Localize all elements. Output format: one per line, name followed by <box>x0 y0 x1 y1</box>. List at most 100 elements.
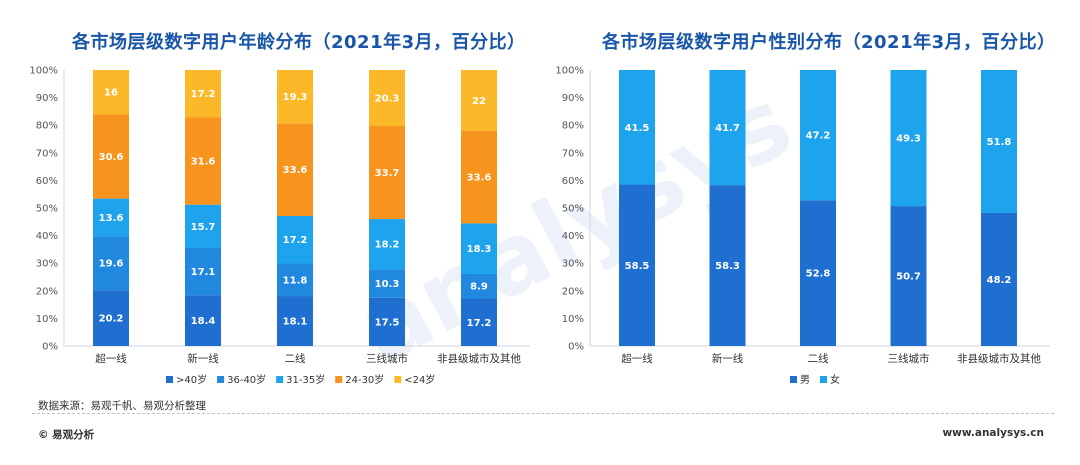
data-label: 11.8 <box>283 275 308 286</box>
bar-segment <box>277 70 313 124</box>
y-tick-label: 30% <box>562 259 584 270</box>
legend-swatch <box>166 376 173 383</box>
y-tick-label: 90% <box>36 93 58 104</box>
y-tick-label: 10% <box>36 314 58 325</box>
data-label: 33.6 <box>283 165 308 176</box>
data-label: 30.6 <box>99 152 124 163</box>
data-label: 20.2 <box>99 314 124 325</box>
x-tick-label: 新一线 <box>187 352 219 365</box>
y-tick-label: 90% <box>562 93 584 104</box>
age-chart-title: 各市场层级数字用户年龄分布（2021年3月，百分比） <box>72 32 526 53</box>
bar-segment <box>93 114 129 199</box>
bar-segment <box>185 248 221 296</box>
data-label: 33.7 <box>375 168 400 179</box>
bar-segment <box>93 290 129 346</box>
bar-segment <box>277 263 313 297</box>
bar-segment <box>461 298 497 346</box>
data-label: 18.4 <box>191 316 216 327</box>
data-label: 17.2 <box>283 235 308 246</box>
bar-segment <box>185 204 221 249</box>
data-label: 15.7 <box>191 222 216 233</box>
bar-segment <box>369 219 405 270</box>
y-tick-label: 20% <box>562 286 584 297</box>
bar-segment <box>369 269 405 298</box>
bar-segment <box>709 185 746 346</box>
website-link[interactable]: www.analysys.cn <box>942 427 1044 439</box>
legend-label: 男 <box>800 374 810 386</box>
data-label: 52.8 <box>806 269 831 280</box>
bar-segment <box>277 123 313 217</box>
bar-segment <box>800 200 836 346</box>
data-label: 48.2 <box>987 275 1012 286</box>
data-label: 20.3 <box>375 94 400 105</box>
legend-label: <24岁 <box>404 373 435 386</box>
data-label: 19.3 <box>283 92 308 103</box>
y-tick-label: 60% <box>562 176 584 187</box>
bar-segment <box>369 297 405 346</box>
x-tick-label: 三线城市 <box>366 352 408 365</box>
y-tick-label: 50% <box>36 204 58 215</box>
x-tick-label: 非县级城市及其他 <box>437 352 521 365</box>
bar-segment <box>277 216 313 264</box>
data-label: 47.2 <box>806 131 831 142</box>
y-tick-label: 0% <box>568 342 584 353</box>
bar-segment <box>93 198 129 237</box>
data-label: 51.8 <box>987 137 1012 148</box>
y-tick-label: 40% <box>36 231 58 242</box>
y-tick-label: 30% <box>36 259 58 270</box>
y-tick-label: 70% <box>36 148 58 159</box>
legend-swatch <box>394 376 402 383</box>
y-tick-label: 80% <box>562 121 584 132</box>
data-label: 17.2 <box>467 318 492 329</box>
y-tick-label: 0% <box>42 342 58 353</box>
data-label: 58.3 <box>715 261 740 272</box>
x-tick-label: 新一线 <box>712 352 744 365</box>
footer-divider <box>32 413 1054 414</box>
bar-segment <box>185 295 221 346</box>
data-source-note: 数据来源：易观千帆、易观分析整理 <box>38 400 206 412</box>
x-tick-label: 超一线 <box>621 352 653 365</box>
gender-distribution-chart: 0% 10% 20% 30% 40% 50% 60% 70% 80% 90% 100% 58.5 41.… <box>555 66 1050 386</box>
data-label: 18.3 <box>467 244 492 255</box>
data-label: 10.3 <box>375 279 400 290</box>
data-label: 58.5 <box>625 261 650 272</box>
x-tick-label: 二线 <box>285 352 306 365</box>
data-label: 49.3 <box>896 134 921 145</box>
gender-chart-title: 各市场层级数字用户性别分布（2021年3月，百分比） <box>602 32 1056 53</box>
bar-segment <box>461 70 497 131</box>
bar-segment <box>890 70 927 207</box>
data-label: 19.6 <box>99 259 124 270</box>
data-label: 13.6 <box>99 213 124 224</box>
legend-label: 36-40岁 <box>227 373 266 386</box>
bar-segment <box>369 70 405 127</box>
legend-label: >40岁 <box>176 373 207 386</box>
y-tick-label: 70% <box>562 148 584 159</box>
data-label: 41.5 <box>625 123 650 134</box>
legend-label: 24-30岁 <box>345 373 384 386</box>
bar-segment <box>800 70 836 201</box>
bar-segment <box>619 70 655 185</box>
x-tick-label: 三线城市 <box>888 352 930 365</box>
legend-swatch <box>217 376 225 383</box>
bar-segment <box>461 273 497 299</box>
bar-segment <box>277 296 313 346</box>
data-label: 31.6 <box>191 157 216 168</box>
y-tick-label: 80% <box>36 121 58 132</box>
y-tick-label: 20% <box>36 286 58 297</box>
data-label: 33.6 <box>467 173 492 184</box>
bar-segment <box>709 70 746 186</box>
data-label: 8.9 <box>470 282 488 293</box>
y-tick-label: 10% <box>562 314 584 325</box>
x-tick-label: 超一线 <box>95 352 127 365</box>
data-label: 17.2 <box>191 89 216 100</box>
legend-label: 31-35岁 <box>286 373 325 386</box>
legend-swatch <box>335 376 343 383</box>
age-distribution-chart: 0% 10% 20% 30% 40% 50% 60% 70% 80% 90% 100% 20.2 19.… <box>29 66 530 386</box>
bar-segment <box>890 206 927 346</box>
x-tick-label: 非县级城市及其他 <box>957 352 1041 365</box>
bar-segment <box>981 70 1017 213</box>
legend-swatch <box>820 376 827 383</box>
bar-segment <box>461 130 497 224</box>
y-tick-label: 40% <box>562 231 584 242</box>
data-label: 18.1 <box>283 317 308 328</box>
